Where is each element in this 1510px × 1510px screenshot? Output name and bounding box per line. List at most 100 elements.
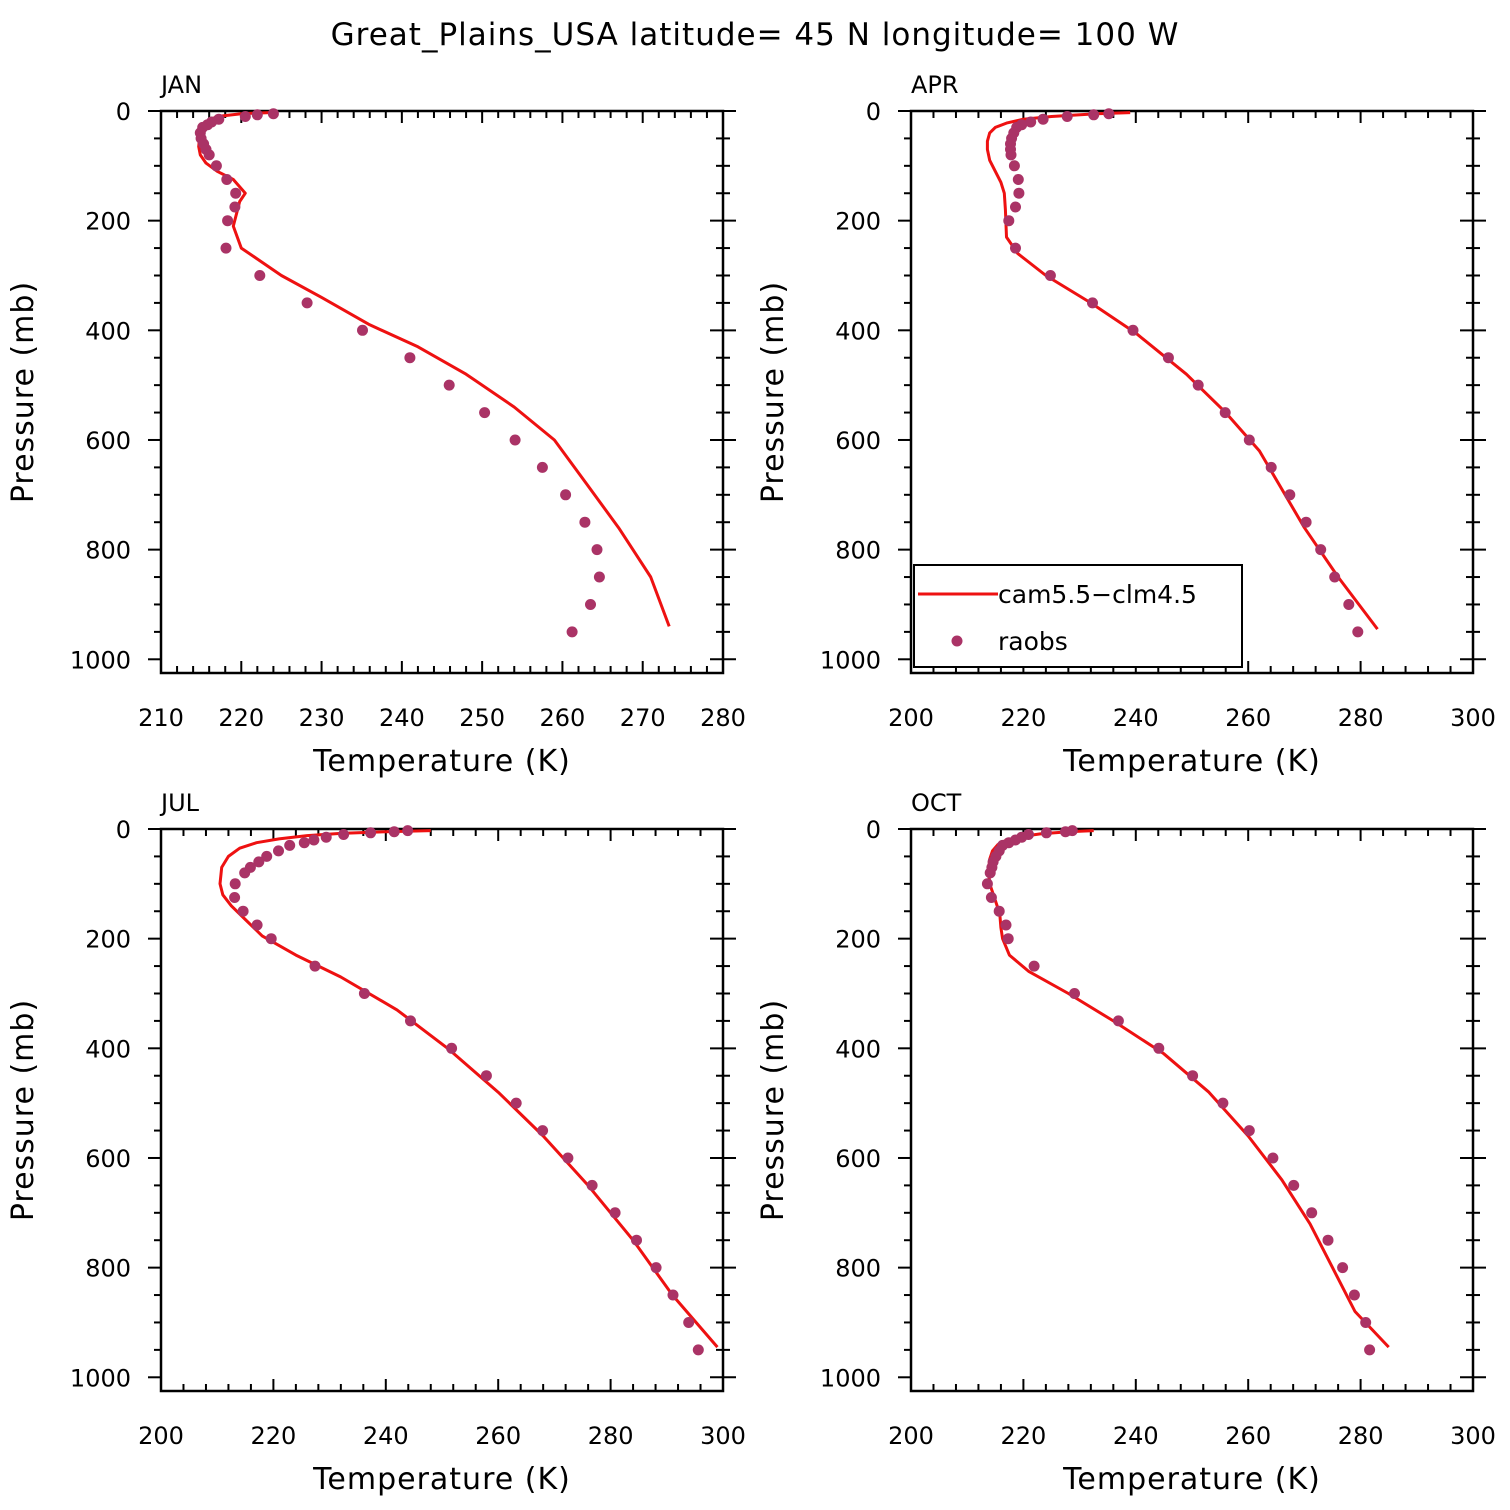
raob-point — [566, 626, 578, 638]
x-axis-title: Temperature (K) — [312, 744, 571, 779]
x-tick-label: 280 — [1338, 1422, 1384, 1450]
x-tick-label: 200 — [888, 704, 934, 732]
x-tick-label: 210 — [138, 704, 184, 732]
raob-point — [1267, 1152, 1279, 1164]
raob-point — [480, 1070, 492, 1082]
legend-obs-label: raobs — [998, 627, 1068, 656]
y-tick-label: 600 — [835, 1145, 881, 1173]
raob-point — [1265, 461, 1277, 473]
raob-point — [405, 1015, 416, 1027]
y-tick-label: 0 — [866, 98, 881, 126]
legend: cam5.5−clm4.5 raobs — [913, 564, 1243, 668]
raob-point — [203, 149, 215, 161]
raob-point — [254, 270, 266, 281]
x-tick-label: 200 — [138, 1422, 184, 1450]
raob-point — [1352, 626, 1364, 638]
raob-point — [509, 434, 521, 446]
x-tick-label: 260 — [475, 1422, 521, 1450]
y-axis-title: Pressure (mb) — [756, 281, 791, 503]
y-tick-label: 1000 — [70, 1364, 131, 1392]
panel-title: JUL — [159, 789, 200, 817]
y-tick-label: 600 — [835, 427, 881, 455]
raob-point — [1219, 407, 1231, 419]
raob-point — [536, 461, 548, 473]
y-tick-label: 800 — [85, 537, 131, 565]
raob-point — [388, 826, 400, 838]
raob-point — [650, 1262, 662, 1274]
model-profile-line — [985, 111, 1379, 631]
raob-point — [284, 839, 296, 851]
raob-point — [1088, 109, 1100, 121]
x-tick-label: 280 — [588, 1422, 634, 1450]
raob-point — [692, 1344, 704, 1356]
raob-point — [1044, 270, 1056, 281]
raob-point — [229, 201, 241, 213]
raob-point — [1012, 174, 1024, 185]
raob-point — [1037, 113, 1049, 125]
raob-point — [1322, 1234, 1334, 1246]
legend-box — [913, 564, 1243, 668]
raob-point — [593, 571, 605, 583]
raob-point — [993, 905, 1005, 917]
panel-oct: 200 220 240 260 280 300 0 200 400 600 800 1000 OCT Te… — [756, 789, 1496, 1497]
raob-point — [1112, 1015, 1124, 1027]
raob-point — [560, 489, 572, 501]
raob-point — [1040, 827, 1052, 839]
raob-point — [222, 215, 234, 227]
x-axis-title: Temperature (K) — [1062, 744, 1321, 779]
y-tick-label: 1000 — [820, 646, 881, 674]
x-tick-label: 220 — [1000, 1422, 1046, 1450]
raob-point — [1162, 352, 1174, 364]
figure-title: Great_Plains_USA latitude= 45 N longitud… — [331, 17, 1180, 53]
y-tick-label: 1000 — [820, 1364, 881, 1392]
y-tick-label: 400 — [85, 1035, 131, 1063]
raob-point — [1153, 1042, 1165, 1054]
raob-point — [1288, 1179, 1300, 1191]
raob-point — [683, 1317, 695, 1328]
raob-point — [1005, 149, 1017, 161]
raob-point — [404, 352, 416, 364]
x-axis-title: Temperature (K) — [312, 1462, 571, 1497]
raob-point — [1348, 1289, 1360, 1301]
plot-frame — [159, 109, 725, 675]
raob-point — [1315, 544, 1327, 556]
y-tick-label: 0 — [866, 816, 881, 844]
raob-point — [1243, 1125, 1255, 1137]
x-tick-label: 240 — [363, 1422, 409, 1450]
panel-apr: 200 220 240 260 280 300 0 200 400 600 800 1000 APR Te… — [756, 71, 1496, 779]
y-axis-title: Pressure (mb) — [6, 281, 41, 503]
x-tick-label: 240 — [379, 704, 425, 732]
raob-point — [402, 825, 414, 837]
raob-point — [985, 892, 997, 903]
raob-point — [1300, 516, 1312, 528]
y-tick-label: 0 — [116, 98, 131, 126]
raob-point — [537, 1125, 549, 1137]
model-profile-line — [987, 829, 1390, 1349]
x-tick-label: 220 — [250, 1422, 296, 1450]
plot-frame — [159, 827, 725, 1393]
raob-point — [1028, 960, 1040, 972]
raob-point — [1306, 1207, 1318, 1219]
raob-point — [562, 1152, 574, 1164]
raob-point — [585, 599, 596, 610]
raob-point — [1010, 242, 1021, 254]
raob-point — [1060, 826, 1071, 838]
raob-point — [1087, 297, 1098, 309]
raob-point — [239, 867, 251, 879]
raob-point — [1343, 599, 1355, 610]
raob-point — [1069, 988, 1080, 999]
y-tick-label: 800 — [835, 537, 881, 565]
raob-point — [586, 1179, 598, 1191]
y-tick-label: 200 — [85, 208, 131, 236]
raob-point — [220, 242, 232, 254]
raob-point — [320, 831, 332, 843]
y-axis-title: Pressure (mb) — [756, 999, 791, 1221]
panel-jan: 210 220 230 240 250 260 270 280 0 200 400 600 800 100… — [6, 71, 746, 779]
raob-point — [1364, 1344, 1376, 1356]
raob-point — [237, 905, 249, 917]
raob-point — [221, 174, 233, 185]
raob-point — [510, 1097, 522, 1109]
y-axis-title: Pressure (mb) — [6, 999, 41, 1221]
x-tick-label: 240 — [1113, 704, 1159, 732]
